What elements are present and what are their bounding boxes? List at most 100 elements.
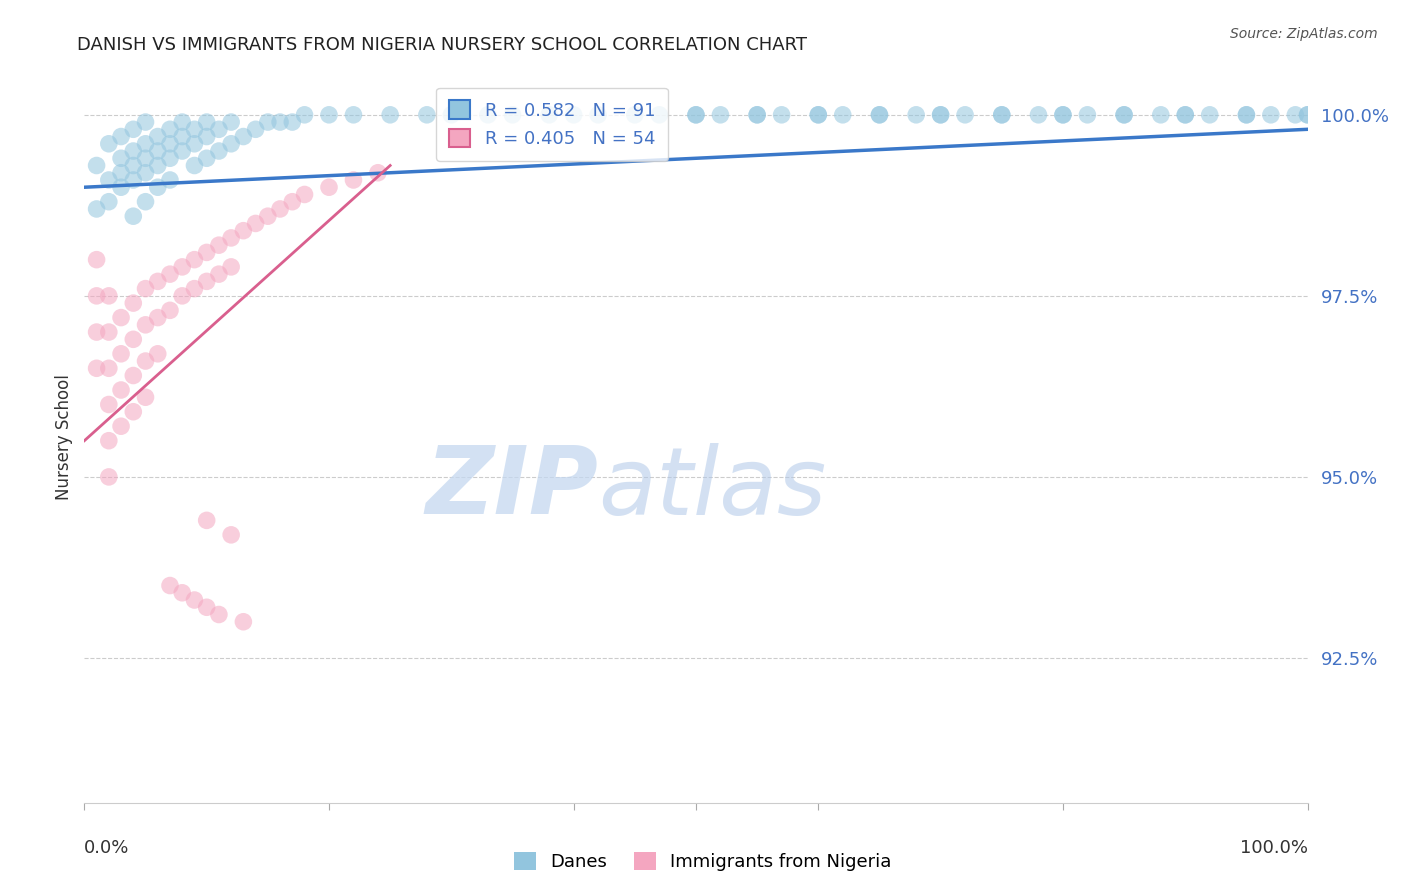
Point [183,282,205,296]
Point [86,325,108,339]
Point [219,260,242,274]
Point [770,108,793,122]
Point [1052,108,1074,122]
Point [97,289,120,303]
Point [440,108,463,122]
Point [195,274,218,288]
Point [831,108,853,122]
Point [183,593,205,607]
Point [122,368,145,383]
Point [135,166,157,180]
Point [172,129,194,144]
Point [1052,108,1074,122]
Point [219,231,242,245]
Point [110,347,132,361]
Point [110,151,132,165]
Point [1236,108,1258,122]
Point [110,419,132,434]
Point [172,260,194,274]
Point [86,252,108,267]
Point [135,318,157,332]
Point [135,390,157,404]
Point [172,586,194,600]
Text: atlas: atlas [598,442,827,533]
Point [219,528,242,542]
Point [195,115,218,129]
Point [97,325,120,339]
Point [97,397,120,411]
Point [110,129,132,144]
Point [477,108,499,122]
Point [208,607,231,622]
Point [146,180,169,194]
Point [122,332,145,346]
Point [159,267,181,281]
Point [342,108,364,122]
Point [86,202,108,216]
Point [110,166,132,180]
Point [122,122,145,136]
Point [1114,108,1136,122]
Point [807,108,830,122]
Point [991,108,1014,122]
Point [1174,108,1197,122]
Point [97,361,120,376]
Point [97,470,120,484]
Point [195,245,218,260]
Point [318,180,340,194]
Point [294,108,316,122]
Text: 0.0%: 0.0% [84,839,129,857]
Point [195,129,218,144]
Point [257,115,280,129]
Point [135,282,157,296]
Point [538,108,561,122]
Point [219,136,242,151]
Point [1150,108,1173,122]
Point [146,310,169,325]
Point [709,108,731,122]
Point [183,136,205,151]
Point [86,159,108,173]
Point [245,216,267,230]
Point [367,166,389,180]
Point [146,159,169,173]
Point [245,122,267,136]
Point [86,289,108,303]
Point [122,144,145,158]
Point [1076,108,1098,122]
Y-axis label: Nursery School: Nursery School [55,374,73,500]
Point [122,159,145,173]
Point [747,108,769,122]
Point [195,513,218,527]
Point [146,347,169,361]
Point [146,129,169,144]
Point [172,144,194,158]
Point [1236,108,1258,122]
Point [208,238,231,252]
Text: DANISH VS IMMIGRANTS FROM NIGERIA NURSERY SCHOOL CORRELATION CHART: DANISH VS IMMIGRANTS FROM NIGERIA NURSER… [77,36,807,54]
Point [1260,108,1282,122]
Point [685,108,707,122]
Point [195,151,218,165]
Point [135,115,157,129]
Point [232,224,254,238]
Point [159,578,181,592]
Point [624,108,647,122]
Point [97,194,120,209]
Point [929,108,952,122]
Point [146,274,169,288]
Point [135,151,157,165]
Point [122,296,145,310]
Point [159,122,181,136]
Point [281,115,304,129]
Point [208,144,231,158]
Point [1028,108,1050,122]
Point [747,108,769,122]
Point [135,354,157,368]
Point [905,108,928,122]
Point [257,209,280,223]
Point [586,108,609,122]
Point [1198,108,1220,122]
Point [110,180,132,194]
Point [1284,108,1306,122]
